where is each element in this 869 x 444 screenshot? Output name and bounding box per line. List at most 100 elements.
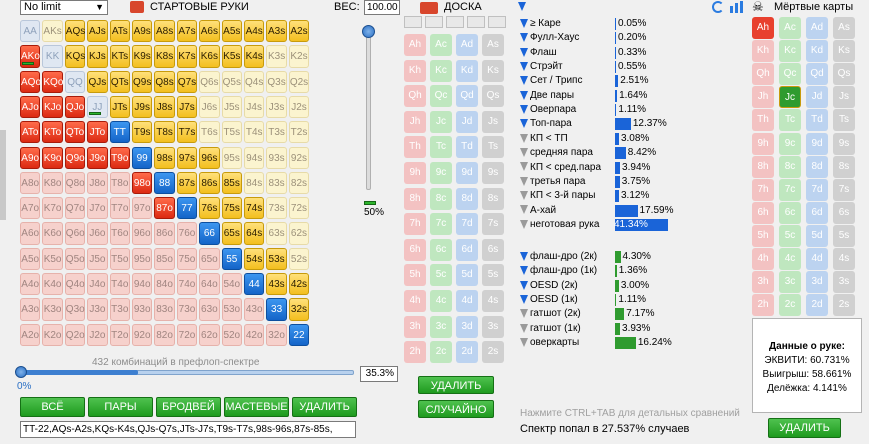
hand-cell[interactable]: Q8s (154, 70, 175, 93)
dead-delete-button[interactable]: УДАЛИТЬ (768, 418, 841, 438)
hand-cell[interactable]: QTo (64, 121, 86, 144)
hand-cell[interactable]: 96s (199, 146, 220, 169)
hand-cell[interactable]: Q4s (244, 70, 265, 93)
hand-cell[interactable]: AQs (64, 20, 85, 43)
hand-cell[interactable]: J9o (87, 146, 108, 169)
hand-cell[interactable]: K2s (288, 45, 310, 68)
funnel-icon[interactable] (520, 266, 528, 276)
hand-cell[interactable]: T4o (109, 273, 130, 296)
hand-cell[interactable]: 32s (288, 298, 310, 321)
filter-icon[interactable] (518, 0, 528, 11)
hand-cell[interactable]: A9s (132, 20, 153, 43)
dead-card[interactable]: 7h (752, 178, 774, 201)
board-card[interactable]: Qd (456, 85, 478, 108)
chart-icon[interactable] (730, 1, 744, 13)
hand-cell[interactable]: 64o (199, 273, 220, 296)
stat-row[interactable]: третья пара (520, 175, 585, 189)
dead-card[interactable]: Th (752, 109, 774, 132)
hand-cell[interactable]: Q6o (64, 222, 86, 245)
board-card[interactable]: Kh (404, 59, 426, 82)
dead-card[interactable]: 5s (833, 224, 855, 247)
hand-cell[interactable]: 98o (132, 171, 153, 195)
board-card[interactable]: 3h (404, 315, 426, 338)
dead-card[interactable]: Ac (779, 17, 801, 39)
funnel-icon[interactable] (520, 33, 528, 43)
hand-cell[interactable]: Q7s (176, 70, 198, 93)
stat-row[interactable]: оверкарты (520, 336, 579, 350)
hand-cell[interactable]: 73s (266, 197, 287, 220)
hand-cell[interactable]: K3s (266, 45, 287, 68)
hand-cell[interactable]: KK (42, 45, 63, 68)
board-card[interactable]: Kc (430, 59, 452, 82)
board-card[interactable]: 2s (482, 341, 504, 364)
hand-cell[interactable]: AA (20, 20, 41, 43)
dead-card[interactable]: Tc (779, 109, 801, 132)
hand-cell[interactable]: 82s (288, 171, 310, 195)
dead-card[interactable]: 8h (752, 155, 774, 178)
funnel-icon[interactable] (520, 219, 528, 229)
hand-cell[interactable]: 32o (266, 323, 287, 346)
board-card[interactable]: 3c (430, 315, 452, 338)
board-card[interactable]: 3d (456, 315, 478, 338)
board-card[interactable]: Jh (404, 110, 426, 133)
hand-cell[interactable]: ATs (109, 20, 130, 43)
hand-cell[interactable]: J3s (266, 95, 287, 119)
board-slot[interactable] (446, 16, 464, 28)
stat-row[interactable]: Оверпара (520, 103, 576, 117)
delete-range-button[interactable]: УДАЛИТЬ (292, 397, 357, 417)
stat-row[interactable]: Стрэйт (520, 60, 563, 74)
hand-cell[interactable]: 22 (288, 323, 310, 346)
dead-card[interactable]: 5h (752, 224, 774, 247)
dead-card[interactable]: Qh (752, 63, 774, 86)
board-card[interactable]: Ah (404, 34, 426, 56)
hand-cell[interactable]: 94o (132, 273, 153, 296)
hand-cell[interactable]: J7o (87, 197, 108, 220)
board-card[interactable]: 6h (404, 238, 426, 261)
dead-card[interactable]: 4d (806, 248, 828, 270)
hand-cell[interactable]: 88 (154, 171, 175, 195)
hand-cell[interactable]: 98s (154, 146, 175, 169)
hand-cell[interactable]: J3o (87, 298, 108, 321)
hand-cell[interactable]: 86o (154, 222, 175, 245)
dead-card[interactable]: Td (806, 109, 828, 132)
funnel-icon[interactable] (520, 119, 528, 129)
range-slider-thumb[interactable] (15, 366, 27, 378)
hand-cell[interactable]: 43s (266, 273, 287, 296)
board-card[interactable]: 8h (404, 187, 426, 210)
hand-cell[interactable]: 87s (176, 171, 198, 195)
funnel-icon[interactable] (520, 337, 528, 347)
funnel-icon[interactable] (520, 76, 528, 86)
board-card[interactable]: Td (456, 136, 478, 159)
hand-cell[interactable]: 82o (154, 323, 175, 346)
hand-cell[interactable]: A2s (288, 20, 310, 43)
hand-cell[interactable]: JTs (109, 95, 130, 119)
stat-row[interactable]: гатшот (1к) (520, 322, 581, 336)
hand-cell[interactable]: T4s (244, 121, 265, 144)
stat-row[interactable]: OESD (2к) (520, 279, 578, 293)
hand-cell[interactable]: KQo (42, 70, 63, 93)
hand-cell[interactable]: 92s (288, 146, 310, 169)
hand-cell[interactable]: T9s (132, 121, 153, 144)
dead-card[interactable]: 9c (779, 132, 801, 155)
hand-cell[interactable]: A3s (266, 20, 287, 43)
hand-cell[interactable]: KJs (87, 45, 108, 68)
board-card[interactable]: Ac (430, 34, 452, 56)
board-random-button[interactable]: СЛУЧАЙНО (418, 400, 494, 418)
hand-cell[interactable]: K5s (221, 45, 242, 68)
hand-cell[interactable]: Q6s (199, 70, 220, 93)
stat-row[interactable]: неготовая рука (520, 218, 599, 232)
hand-cell[interactable]: K8s (154, 45, 175, 68)
board-card[interactable]: 3s (482, 315, 504, 338)
hand-cell[interactable]: J5s (221, 95, 242, 119)
dead-card[interactable]: As (833, 17, 855, 39)
board-card[interactable]: 6c (430, 238, 452, 261)
hand-cell[interactable]: 76o (176, 222, 198, 245)
hand-cell[interactable]: J5o (87, 247, 108, 270)
hand-cell[interactable]: 52o (221, 323, 242, 346)
dead-card[interactable]: 3h (752, 271, 774, 294)
stat-row[interactable]: гатшот (2к) (520, 307, 581, 321)
board-card[interactable]: 2h (404, 341, 426, 364)
dead-card[interactable]: 3s (833, 271, 855, 294)
board-card[interactable]: Jd (456, 110, 478, 133)
hand-cell[interactable]: 42o (244, 323, 265, 346)
